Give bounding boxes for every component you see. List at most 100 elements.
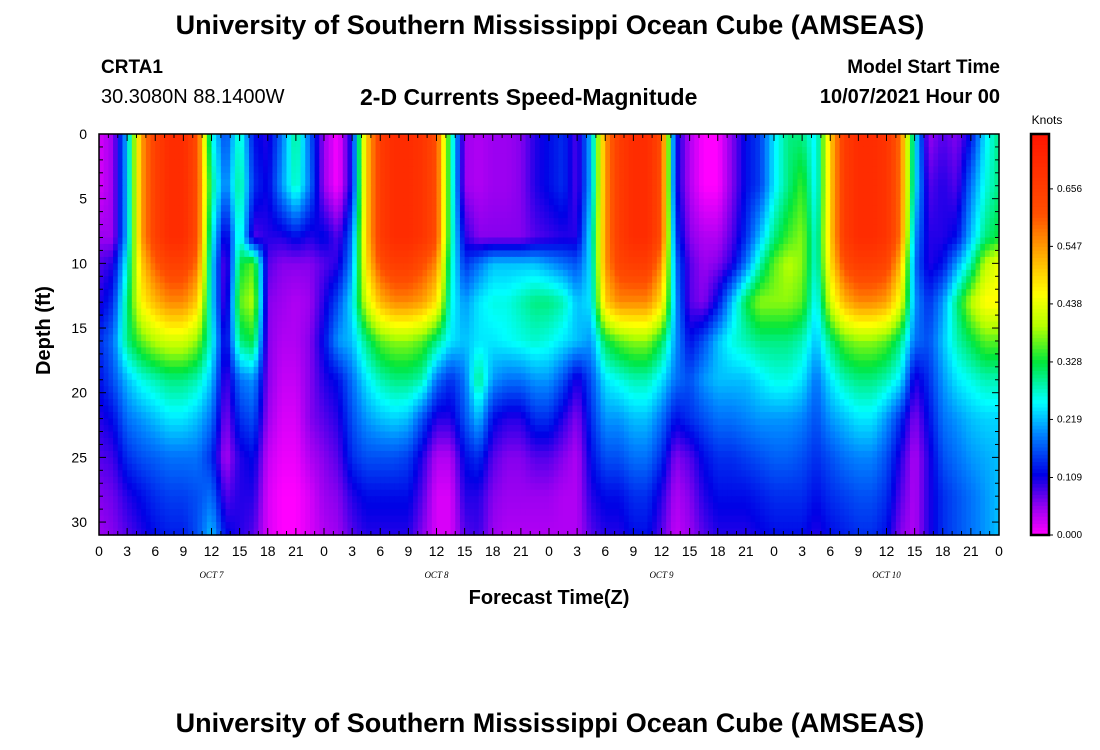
- heat-cell: [506, 224, 513, 232]
- heat-cell: [122, 250, 128, 258]
- heat-cell: [670, 256, 677, 264]
- heat-cell: [572, 153, 578, 161]
- heat-cell: [788, 250, 794, 258]
- heat-cell: [778, 172, 784, 180]
- heat-cell: [258, 134, 264, 142]
- heat-cell: [933, 243, 939, 252]
- heat-cell: [572, 282, 578, 290]
- heat-cell: [192, 256, 199, 264]
- heat-cell: [286, 282, 292, 290]
- heat-cell: [797, 192, 803, 200]
- heat-cell: [699, 276, 705, 284]
- heat-cell: [234, 237, 241, 245]
- heat-cell: [192, 231, 199, 239]
- heat-cell: [188, 146, 194, 155]
- heat-cell: [759, 269, 766, 277]
- heat-cell: [961, 231, 967, 239]
- heat-cell: [877, 172, 883, 180]
- heat-cell: [150, 224, 156, 232]
- heat-cell: [394, 269, 400, 277]
- heat-cell: [553, 289, 559, 297]
- heat-cell: [436, 185, 442, 193]
- heat-cell: [216, 256, 222, 264]
- heat-cell: [877, 250, 883, 258]
- heat-cell: [230, 276, 236, 284]
- heat-cell: [656, 243, 663, 252]
- heat-cell: [145, 263, 152, 271]
- heat-cell: [722, 211, 728, 219]
- heat-cell: [553, 276, 559, 284]
- heat-cell: [361, 224, 367, 232]
- heat-cell: [459, 263, 466, 271]
- heat-cell: [483, 153, 489, 161]
- heat-cell: [445, 218, 452, 226]
- heat-cell: [122, 231, 128, 239]
- heat-cell: [525, 166, 531, 174]
- heat-cell: [558, 269, 564, 277]
- heat-cell: [530, 198, 536, 206]
- heat-cell: [684, 153, 691, 161]
- heat-cell: [333, 146, 339, 155]
- heat-cell: [563, 146, 569, 155]
- heat-cell: [956, 250, 963, 258]
- heat-cell: [314, 250, 320, 258]
- heat-cell: [670, 166, 677, 174]
- heat-cell: [577, 243, 583, 252]
- heat-cell: [680, 224, 686, 232]
- heat-cell: [666, 282, 672, 290]
- heat-cell: [295, 289, 302, 297]
- heat-cell: [633, 179, 639, 187]
- heat-cell: [169, 276, 175, 284]
- heat-cell: [520, 269, 527, 277]
- heat-cell: [103, 289, 109, 297]
- heat-cell: [984, 172, 991, 180]
- heat-cell: [488, 282, 494, 290]
- heat-cell: [970, 263, 977, 271]
- heat-cell: [361, 146, 367, 155]
- heat-cell: [155, 159, 161, 167]
- heat-cell: [380, 198, 386, 206]
- heat-cell: [417, 237, 424, 245]
- heat-cell: [399, 282, 405, 290]
- heat-cell: [464, 276, 470, 284]
- heat-cell: [652, 218, 658, 226]
- heat-cell: [150, 218, 156, 226]
- heat-cell: [675, 198, 681, 206]
- heat-cell: [403, 263, 409, 271]
- heat-cell: [956, 295, 963, 303]
- heat-cell: [567, 276, 574, 284]
- heat-cell: [253, 276, 259, 284]
- heat-cell: [520, 146, 527, 155]
- heat-cell: [591, 146, 597, 155]
- heat-cell: [441, 269, 447, 277]
- heat-cell: [970, 211, 977, 219]
- heat-cell: [408, 231, 414, 239]
- heat-cell: [192, 243, 199, 252]
- heat-cell: [638, 153, 644, 161]
- heat-cell: [741, 159, 747, 167]
- heat-cell: [699, 295, 705, 303]
- heat-cell: [141, 276, 147, 284]
- heat-cell: [694, 185, 700, 193]
- heat-cell: [286, 185, 292, 193]
- heat-cell: [984, 159, 991, 167]
- heat-cell: [736, 237, 742, 245]
- heat-cell: [745, 153, 752, 161]
- heat-cell: [980, 250, 986, 258]
- heat-cell: [699, 140, 705, 148]
- heat-cell: [342, 198, 349, 206]
- heat-cell: [661, 237, 667, 245]
- heat-cell: [520, 218, 527, 226]
- heat-cell: [736, 263, 742, 271]
- heat-cell: [956, 205, 963, 213]
- heat-cell: [328, 140, 334, 148]
- heat-cell: [492, 282, 499, 290]
- heat-cell: [872, 282, 878, 290]
- heat-cell: [520, 231, 527, 239]
- heat-cell: [422, 159, 428, 167]
- heat-cell: [764, 172, 770, 180]
- heat-cell: [413, 269, 419, 277]
- heat-cell: [947, 205, 953, 213]
- heat-cell: [497, 263, 503, 271]
- heat-cell: [830, 224, 836, 232]
